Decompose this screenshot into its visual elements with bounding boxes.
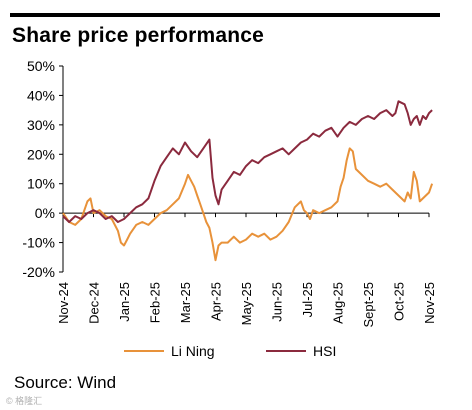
y-tick-label: 30%	[27, 117, 55, 133]
x-tick-label: Jun-25	[270, 282, 285, 322]
x-tick-labels: Nov-24 Dec-24 Jan-25 Feb-25 Mar-25 Apr-25 May-…	[56, 282, 437, 328]
x-tick-label: May-25	[239, 282, 254, 325]
legend: Li Ning HSI	[124, 343, 336, 359]
x-tick-label: Jul-25	[300, 282, 315, 317]
y-tick-label: 50%	[27, 58, 55, 74]
legend-label: HSI	[313, 343, 336, 359]
x-tick-label: Nov-24	[56, 282, 71, 324]
chart-title: Share price performance	[12, 24, 265, 47]
x-tick-label: Sept-25	[361, 282, 376, 328]
y-tick-label: 40%	[27, 87, 55, 103]
source-note: Source: Wind	[14, 373, 117, 392]
y-tick-label: 10%	[27, 176, 55, 192]
series-line-hsi	[62, 100, 433, 223]
y-tick-label: -20%	[22, 264, 55, 280]
y-tick-label: 20%	[27, 146, 55, 162]
axes	[59, 65, 430, 273]
line-chart: 50% 40% 30% 20% 10% 0% -10% -20% Nov-24 Dec-24 Ja…	[22, 58, 437, 359]
x-tick-label: Jan-25	[117, 282, 132, 322]
y-tick-label: -10%	[22, 235, 55, 251]
y-tick-labels: 50% 40% 30% 20% 10% 0% -10% -20%	[22, 58, 55, 280]
x-tick-label: Nov-25	[422, 282, 437, 324]
y-tick-label: 0%	[35, 205, 55, 221]
x-tick-label: Feb-25	[148, 282, 163, 323]
x-tick-label: Aug-25	[331, 282, 346, 324]
x-tick-label: Dec-24	[87, 282, 102, 324]
x-tick-label: Mar-25	[178, 282, 193, 323]
legend-label: Li Ning	[171, 343, 215, 359]
x-tick-label: Apr-25	[209, 282, 224, 321]
title-rule	[10, 13, 440, 17]
watermark-text: © 格隆汇	[6, 396, 43, 406]
series-line-li-ning	[62, 147, 434, 262]
series-lines	[62, 100, 434, 262]
x-tick-label: Oct-25	[392, 282, 407, 321]
